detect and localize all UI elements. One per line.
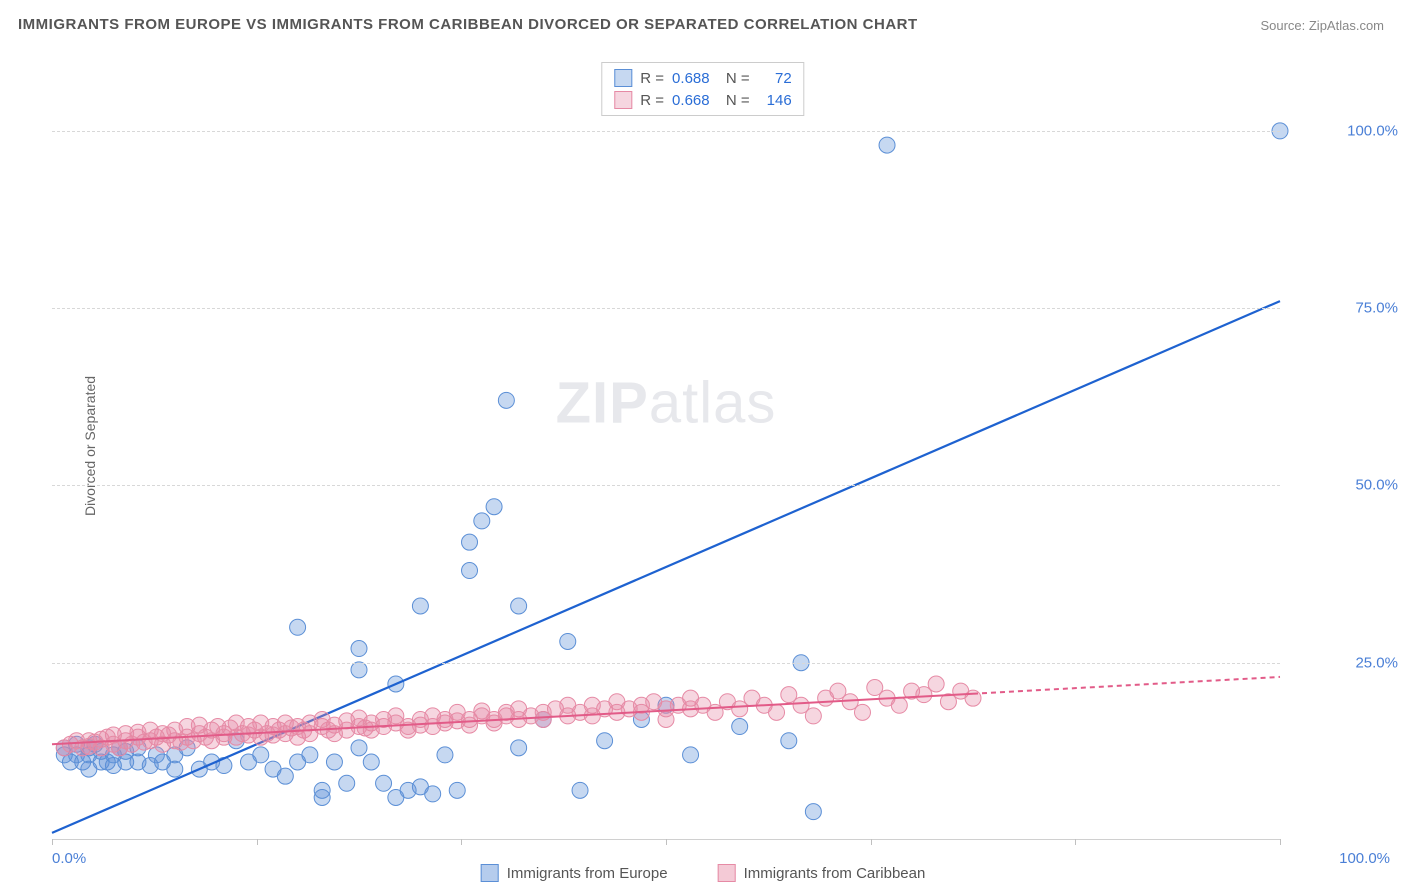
trend-line	[52, 301, 1280, 833]
scatter-point	[511, 740, 527, 756]
scatter-point	[462, 534, 478, 550]
scatter-point	[462, 563, 478, 579]
scatter-point	[474, 513, 490, 529]
source-attribution: Source: ZipAtlas.com	[1260, 18, 1384, 33]
scatter-point	[277, 768, 293, 784]
legend-series-item: Immigrants from Europe	[481, 864, 668, 882]
scatter-point	[805, 708, 821, 724]
legend-series-item: Immigrants from Caribbean	[718, 864, 926, 882]
scatter-point	[560, 633, 576, 649]
legend-swatch	[718, 864, 736, 882]
scatter-point	[437, 747, 453, 763]
legend-stat-row: R = 0.688 N = 72	[614, 67, 791, 89]
legend-swatch	[481, 864, 499, 882]
legend-n-value: 146	[758, 92, 792, 109]
scatter-point	[449, 782, 465, 798]
scatter-point	[658, 711, 674, 727]
x-tick-label: 100.0%	[1339, 850, 1390, 867]
y-tick-label: 100.0%	[1347, 122, 1398, 139]
gridline	[52, 308, 1280, 309]
y-tick-label: 50.0%	[1355, 477, 1398, 494]
legend-r-value: 0.688	[672, 70, 710, 87]
x-tick	[871, 839, 872, 845]
gridline	[52, 131, 1280, 132]
scatter-point	[290, 619, 306, 635]
scatter-point	[326, 754, 342, 770]
scatter-point	[805, 804, 821, 820]
legend-swatch	[614, 69, 632, 87]
series-legend: Immigrants from Europe Immigrants from Ca…	[481, 864, 926, 882]
trend-line-dashed	[973, 677, 1280, 694]
scatter-point	[314, 782, 330, 798]
x-tick	[1280, 839, 1281, 845]
scatter-point	[498, 392, 514, 408]
x-tick-label: 0.0%	[52, 850, 86, 867]
x-tick	[1075, 839, 1076, 845]
y-tick-label: 75.0%	[1355, 300, 1398, 317]
scatter-point	[486, 499, 502, 515]
scatter-point	[363, 754, 379, 770]
x-tick	[666, 839, 667, 845]
scatter-plot-svg	[52, 60, 1280, 839]
legend-n-value: 72	[758, 70, 792, 87]
scatter-point	[167, 761, 183, 777]
scatter-point	[781, 733, 797, 749]
scatter-point	[351, 740, 367, 756]
y-tick-label: 25.0%	[1355, 654, 1398, 671]
scatter-point	[854, 704, 870, 720]
legend-r-value: 0.668	[672, 92, 710, 109]
scatter-point	[879, 137, 895, 153]
chart-plot-area: ZIPatlas 25.0%50.0%75.0%100.0%0.0%100.0%	[52, 60, 1280, 840]
chart-title: IMMIGRANTS FROM EUROPE VS IMMIGRANTS FRO…	[18, 16, 918, 33]
scatter-point	[572, 782, 588, 798]
legend-n-label: N =	[718, 92, 750, 109]
legend-series-label: Immigrants from Europe	[507, 865, 668, 882]
scatter-point	[351, 662, 367, 678]
scatter-point	[965, 690, 981, 706]
scatter-point	[891, 697, 907, 713]
scatter-point	[412, 598, 428, 614]
legend-swatch	[614, 91, 632, 109]
gridline	[52, 663, 1280, 664]
legend-stat-row: R = 0.668 N = 146	[614, 89, 791, 111]
scatter-point	[732, 719, 748, 735]
scatter-point	[597, 733, 613, 749]
legend-r-label: R =	[640, 70, 664, 87]
scatter-point	[425, 786, 441, 802]
scatter-point	[683, 747, 699, 763]
scatter-point	[376, 775, 392, 791]
legend-n-label: N =	[718, 70, 750, 87]
gridline	[52, 485, 1280, 486]
scatter-point	[928, 676, 944, 692]
legend-r-label: R =	[640, 92, 664, 109]
scatter-point	[769, 704, 785, 720]
scatter-point	[339, 775, 355, 791]
x-tick	[52, 839, 53, 845]
x-tick	[461, 839, 462, 845]
scatter-point	[511, 598, 527, 614]
correlation-legend: R = 0.688 N = 72R = 0.668 N = 146	[601, 62, 804, 116]
legend-series-label: Immigrants from Caribbean	[744, 865, 926, 882]
scatter-point	[351, 641, 367, 657]
scatter-point	[302, 747, 318, 763]
x-tick	[257, 839, 258, 845]
scatter-point	[253, 747, 269, 763]
